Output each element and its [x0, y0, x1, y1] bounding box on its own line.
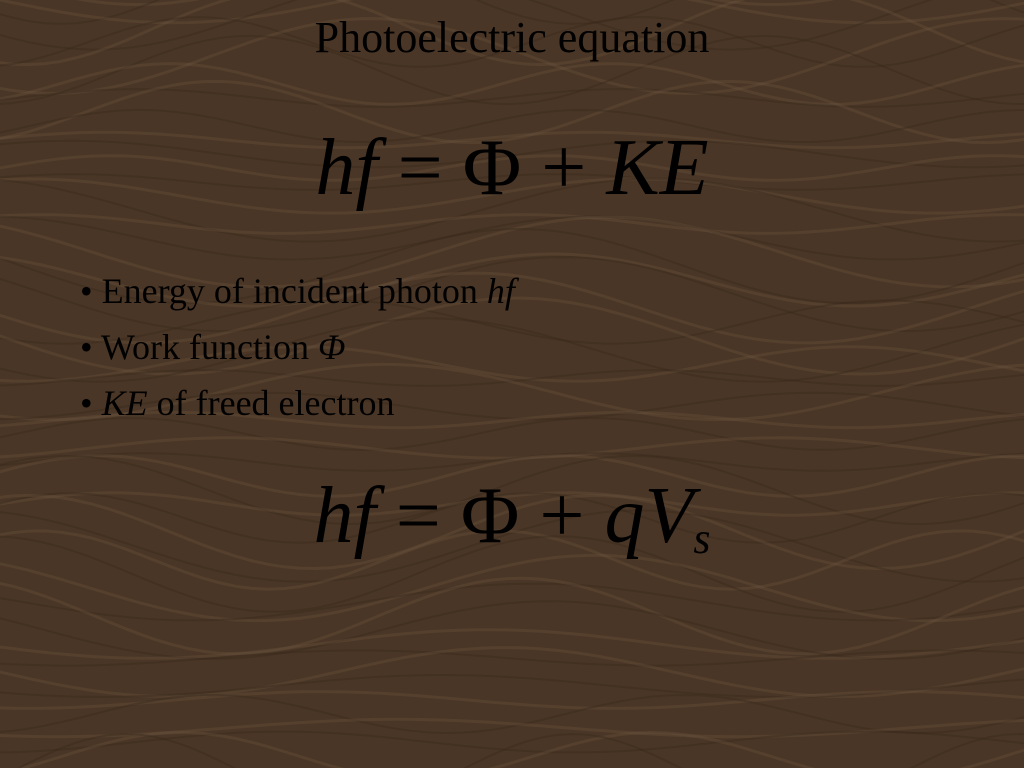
list-item: Work function Φ [80, 320, 964, 376]
bullet-list: Energy of incident photon hf Work functi… [80, 264, 964, 431]
list-item: Energy of incident photon hf [80, 264, 964, 320]
equation-2: hf = Φ + qVs [60, 471, 964, 564]
slide-title: Photoelectric equation [60, 12, 964, 63]
slide-content: Photoelectric equation hf = Φ + KE Energ… [0, 0, 1024, 768]
list-item: KE of freed electron [80, 376, 964, 432]
equation-1: hf = Φ + KE [60, 123, 964, 214]
